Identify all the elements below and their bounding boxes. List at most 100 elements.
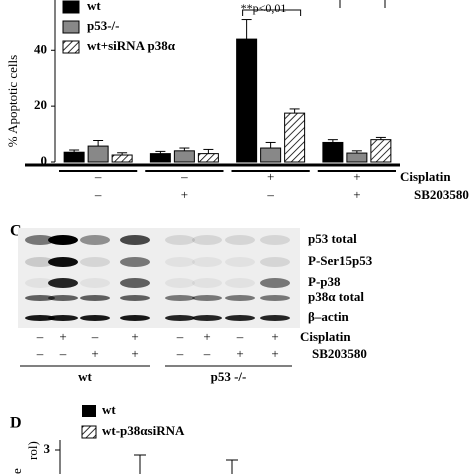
bar [149, 153, 171, 163]
condition-sign: – [91, 329, 99, 344]
bracket [242, 9, 302, 16]
bar [87, 145, 109, 163]
y-label: rol) [25, 441, 40, 460]
blot-band [25, 278, 55, 288]
blot-band [25, 235, 55, 245]
condition-sign: – [36, 329, 44, 344]
legend-label: wt [102, 402, 116, 417]
condition-sign: – [203, 346, 211, 361]
condition-sign: – [176, 329, 184, 344]
blot-band [225, 295, 255, 301]
condition-label: Cisplatin [300, 329, 351, 344]
y-label: e [9, 468, 24, 474]
blot-band [165, 257, 195, 267]
condition-sign: + [267, 169, 274, 184]
blot-band [48, 315, 78, 321]
blot-band [165, 235, 195, 245]
band-label: P-p38 [308, 274, 341, 289]
blot-band [48, 257, 78, 267]
blot-band [192, 257, 222, 267]
legend-label: wt-p38αsiRNA [102, 423, 185, 438]
bar [370, 139, 392, 163]
group-label: wt [78, 369, 92, 384]
blot-band [260, 235, 290, 245]
blot-band [192, 295, 222, 301]
condition-label: SB203580 [312, 346, 367, 361]
blot-band [80, 315, 110, 321]
y-tick-label: 40 [34, 41, 47, 56]
bar [197, 153, 219, 163]
condition-sign: + [91, 346, 98, 361]
condition-sign: – [94, 169, 102, 184]
condition-sign: + [353, 169, 360, 184]
y-label: % Apoptotic cells [5, 55, 20, 147]
bar [173, 150, 195, 163]
band-label: p53 total [308, 231, 357, 246]
blot-band [48, 278, 78, 288]
blot-band [260, 278, 290, 288]
blot-band [48, 295, 78, 301]
blot-band [165, 278, 195, 288]
condition-sign: + [203, 329, 210, 344]
blot-band [260, 315, 290, 321]
blot-band [165, 295, 195, 301]
condition-sign: – [59, 346, 67, 361]
condition-sign: + [59, 329, 66, 344]
band-label: β–actin [308, 309, 350, 324]
condition-sign: + [181, 187, 188, 202]
condition-sign: + [271, 346, 278, 361]
blot-band [225, 278, 255, 288]
blot-band [25, 315, 55, 321]
blot-band [48, 235, 78, 245]
condition-sign: + [353, 187, 360, 202]
bar [63, 151, 85, 163]
blot-band [120, 257, 150, 267]
y-tick-label: 3 [44, 441, 51, 456]
legend-swatch [81, 425, 97, 439]
blot-band [120, 295, 150, 301]
bar [236, 38, 258, 163]
group-label: p53 -/- [211, 369, 247, 384]
annotation: **p<0,01 [241, 1, 287, 15]
blot-band [192, 278, 222, 288]
legend-swatch [82, 405, 96, 417]
blot-band [120, 235, 150, 245]
bar [346, 152, 368, 163]
bar [111, 154, 133, 163]
blot-band [225, 257, 255, 267]
condition-sign: – [94, 187, 102, 202]
blot-band [120, 278, 150, 288]
blot-band [225, 235, 255, 245]
blot-band [25, 295, 55, 301]
y-tick-label: 0 [41, 153, 48, 168]
condition-sign: + [131, 329, 138, 344]
condition-sign: – [176, 346, 184, 361]
band-label: P-Ser15p53 [308, 253, 373, 268]
y-tick-label: 20 [34, 97, 47, 112]
panel-label: D [10, 415, 22, 432]
legend-label: wt+siRNA p38α [87, 38, 176, 53]
condition-sign: – [236, 329, 244, 344]
blot-band [225, 315, 255, 321]
blot-band [80, 257, 110, 267]
legend-swatch [62, 20, 80, 34]
blot-band [25, 257, 55, 267]
condition-sign: – [36, 346, 44, 361]
condition-sign: + [271, 329, 278, 344]
condition-sign: – [266, 187, 274, 202]
legend-label: wt [87, 0, 101, 13]
blot-band [192, 235, 222, 245]
bracket [339, 0, 386, 8]
blot-band [260, 257, 290, 267]
blot-band [80, 278, 110, 288]
condition-sign: + [236, 346, 243, 361]
legend-label: p53-/- [87, 18, 120, 33]
blot-band [80, 235, 110, 245]
condition-label: SB203580 [414, 187, 469, 202]
blot-band [165, 315, 195, 321]
condition-sign: + [131, 346, 138, 361]
condition-sign: – [180, 169, 188, 184]
blot-band [260, 295, 290, 301]
